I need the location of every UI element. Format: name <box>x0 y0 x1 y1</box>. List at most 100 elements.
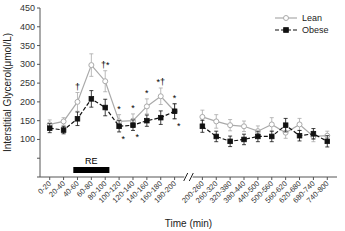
error-bar <box>284 118 288 132</box>
annotation: †* <box>101 60 110 70</box>
x-tick <box>202 177 203 180</box>
point <box>75 116 80 121</box>
x-tick <box>174 177 175 180</box>
point <box>228 123 233 128</box>
error-bar <box>117 121 121 132</box>
series <box>47 91 329 147</box>
annotation: † <box>75 82 80 92</box>
error-bar <box>89 91 93 108</box>
error-bar <box>311 129 315 140</box>
annotation: * <box>145 88 149 98</box>
x-tick <box>327 177 328 180</box>
x-tick <box>49 177 50 180</box>
point <box>144 104 149 109</box>
error-bar <box>214 115 218 129</box>
error-bar <box>103 99 107 116</box>
annotations: ††*****†****RE <box>73 60 181 173</box>
x-axis-line <box>40 177 337 178</box>
error-bar <box>173 104 177 119</box>
point <box>200 114 205 119</box>
error-bar <box>298 118 302 130</box>
x-tick <box>216 177 217 180</box>
y-axis: 100150200250300350400450Interstitial Gly… <box>2 3 40 177</box>
error-bar <box>214 131 218 142</box>
x-tick <box>230 177 231 180</box>
annotation: * <box>131 103 135 113</box>
x-tick <box>271 177 272 180</box>
annotation: * <box>135 132 139 142</box>
point <box>242 124 247 129</box>
axis-break-slash <box>184 173 188 181</box>
x-tick <box>63 177 64 180</box>
y-tick-label: 200 <box>20 97 35 107</box>
annotation: * <box>117 104 121 114</box>
span-label: RE <box>85 156 98 166</box>
point <box>283 123 288 128</box>
point <box>89 63 94 68</box>
legend-label: Lean <box>302 13 322 23</box>
x-axis-label: Time (min) <box>165 218 212 229</box>
error-bar <box>311 131 315 142</box>
point <box>269 134 274 139</box>
error-bar <box>228 136 232 147</box>
error-bar <box>173 104 177 119</box>
point <box>117 124 122 129</box>
point <box>269 122 274 127</box>
axis-break <box>184 173 194 181</box>
x-axis: 0-2020-4040-6060-8080-100100-120120-1401… <box>36 173 337 229</box>
point <box>172 109 177 114</box>
point <box>89 97 94 102</box>
x-tick <box>132 177 133 180</box>
point <box>61 128 66 133</box>
annotation: *† <box>156 77 165 87</box>
error-bar <box>270 131 274 142</box>
point <box>228 139 233 144</box>
error-bar <box>103 71 107 92</box>
error-bar <box>48 124 52 133</box>
y-tick-label: 450 <box>20 3 35 13</box>
x-tick <box>146 177 147 180</box>
y-tick-label: 300 <box>20 59 35 69</box>
x-tick <box>285 177 286 180</box>
x-tick <box>313 177 314 180</box>
x-tick-label: 740-800 <box>305 179 331 205</box>
error-bar <box>145 115 149 126</box>
point <box>200 124 205 129</box>
error-bar <box>228 120 232 131</box>
x-tick-label: 180-200 <box>152 179 178 205</box>
point <box>103 105 108 110</box>
point <box>297 133 302 138</box>
axis-break-slash <box>189 173 193 181</box>
plot-area <box>47 54 330 147</box>
span-bar <box>73 167 109 173</box>
point <box>158 115 163 120</box>
point <box>61 119 66 124</box>
point <box>325 139 330 144</box>
error-bar <box>200 120 204 132</box>
error-bar <box>256 131 260 142</box>
legend-marker <box>284 28 289 33</box>
legend-label: Obese <box>302 25 329 35</box>
x-tick <box>119 177 120 180</box>
error-bar <box>298 130 302 141</box>
error-bar <box>270 118 274 132</box>
y-tick-label: 150 <box>20 116 35 126</box>
x-tick <box>299 177 300 180</box>
legend-marker <box>284 16 289 21</box>
point <box>158 94 163 99</box>
chart: 100150200250300350400450Interstitial Gly… <box>0 0 345 231</box>
error-bar <box>89 54 93 77</box>
point <box>131 123 136 128</box>
x-tick <box>77 177 78 180</box>
y-axis-line <box>40 8 41 177</box>
error-bar <box>242 134 246 145</box>
x-tick <box>257 177 258 180</box>
error-bar <box>159 111 163 125</box>
y-tick-label: 350 <box>20 41 35 51</box>
x-tick <box>105 177 106 180</box>
annotation: * <box>122 134 126 144</box>
point <box>145 118 150 123</box>
legend: Lean Obese <box>275 13 329 35</box>
error-bar <box>62 118 66 126</box>
point <box>75 99 80 104</box>
